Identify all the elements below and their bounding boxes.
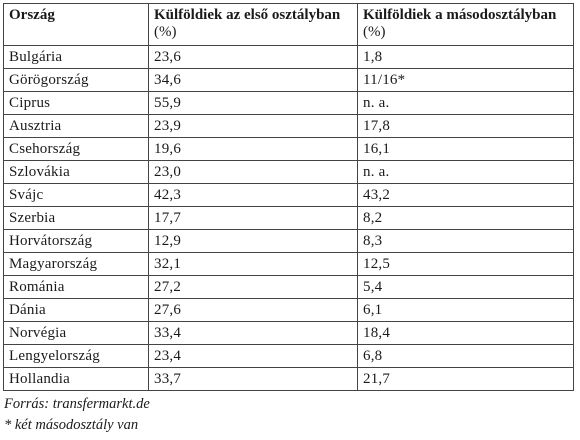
first-division-cell: 23,4 bbox=[148, 344, 358, 368]
second-division-cell: 18,4 bbox=[357, 321, 574, 345]
table-row: Ausztria 23,9 17,8 bbox=[3, 114, 574, 138]
header-first-division: Külföldiek az első osztályban (%) bbox=[148, 3, 358, 46]
source-note: Forrás: transfermarkt.de bbox=[4, 396, 150, 412]
country-cell: Ausztria bbox=[3, 114, 149, 138]
header-first-division-unit: (%) bbox=[154, 24, 177, 40]
footnote: * két másodosztály van bbox=[4, 417, 139, 433]
table-row: Csehország 19,6 16,1 bbox=[3, 137, 574, 161]
first-division-cell: 27,2 bbox=[148, 275, 358, 299]
second-division-cell: 8,3 bbox=[357, 229, 574, 253]
first-division-cell: 33,7 bbox=[148, 367, 358, 391]
country-cell: Hollandia bbox=[3, 367, 149, 391]
second-division-cell: 12,5 bbox=[357, 252, 574, 276]
table-row: Dánia 27,6 6,1 bbox=[3, 298, 574, 322]
header-second-division: Külföldiek a másodosztályban (%) bbox=[357, 3, 574, 46]
country-cell: Svájc bbox=[3, 183, 149, 207]
table-body: Bulgária 23,6 1,8 Görögország 34,6 11/16* Cipr… bbox=[3, 45, 574, 391]
second-division-cell: 5,4 bbox=[357, 275, 574, 299]
second-division-cell: n. a. bbox=[357, 91, 574, 115]
table-row: Horvátország 12,9 8,3 bbox=[3, 229, 574, 253]
country-cell: Románia bbox=[3, 275, 149, 299]
first-division-cell: 32,1 bbox=[148, 252, 358, 276]
first-division-cell: 12,9 bbox=[148, 229, 358, 253]
table-row: Norvégia 33,4 18,4 bbox=[3, 321, 574, 345]
country-cell: Bulgária bbox=[3, 45, 149, 69]
country-cell: Dánia bbox=[3, 298, 149, 322]
header-country: Ország bbox=[3, 3, 149, 46]
second-division-cell: 6,8 bbox=[357, 344, 574, 368]
header-second-division-label: Külföldiek a másodosztályban bbox=[363, 7, 557, 23]
table-header-row: Ország Külföldiek az első osztályban (%)… bbox=[3, 3, 574, 46]
first-division-cell: 23,6 bbox=[148, 45, 358, 69]
second-division-cell: 17,8 bbox=[357, 114, 574, 138]
first-division-cell: 55,9 bbox=[148, 91, 358, 115]
header-country-label: Ország bbox=[9, 7, 55, 23]
table-row: Szlovákia 23,0 n. a. bbox=[3, 160, 574, 184]
first-division-cell: 17,7 bbox=[148, 206, 358, 230]
table-row: Svájc 42,3 43,2 bbox=[3, 183, 574, 207]
country-cell: Ciprus bbox=[3, 91, 149, 115]
first-division-cell: 42,3 bbox=[148, 183, 358, 207]
foreign-players-table: Ország Külföldiek az első osztályban (%)… bbox=[3, 3, 574, 391]
second-division-cell: 43,2 bbox=[357, 183, 574, 207]
country-cell: Görögország bbox=[3, 68, 149, 92]
first-division-cell: 34,6 bbox=[148, 68, 358, 92]
header-second-division-unit: (%) bbox=[363, 24, 386, 40]
country-cell: Szerbia bbox=[3, 206, 149, 230]
table-notes: Forrás: transfermarkt.de * két másodoszt… bbox=[3, 394, 573, 436]
country-cell: Csehország bbox=[3, 137, 149, 161]
first-division-cell: 27,6 bbox=[148, 298, 358, 322]
first-division-cell: 23,0 bbox=[148, 160, 358, 184]
country-cell: Lengyelország bbox=[3, 344, 149, 368]
country-cell: Norvégia bbox=[3, 321, 149, 345]
country-cell: Magyarország bbox=[3, 252, 149, 276]
second-division-cell: 21,7 bbox=[357, 367, 574, 391]
table-row: Magyarország 32,1 12,5 bbox=[3, 252, 574, 276]
first-division-cell: 19,6 bbox=[148, 137, 358, 161]
table-row: Lengyelország 23,4 6,8 bbox=[3, 344, 574, 368]
country-cell: Horvátország bbox=[3, 229, 149, 253]
table-row: Szerbia 17,7 8,2 bbox=[3, 206, 574, 230]
second-division-cell: 16,1 bbox=[357, 137, 574, 161]
first-division-cell: 23,9 bbox=[148, 114, 358, 138]
table-row: Hollandia 33,7 21,7 bbox=[3, 367, 574, 391]
second-division-cell: 8,2 bbox=[357, 206, 574, 230]
table-row: Ciprus 55,9 n. a. bbox=[3, 91, 574, 115]
country-cell: Szlovákia bbox=[3, 160, 149, 184]
table-row: Románia 27,2 5,4 bbox=[3, 275, 574, 299]
second-division-cell: 1,8 bbox=[357, 45, 574, 69]
header-first-division-label: Külföldiek az első osztályban bbox=[154, 7, 341, 23]
document-page: Ország Külföldiek az első osztályban (%)… bbox=[3, 3, 574, 436]
table-row: Bulgária 23,6 1,8 bbox=[3, 45, 574, 69]
first-division-cell: 33,4 bbox=[148, 321, 358, 345]
second-division-cell: n. a. bbox=[357, 160, 574, 184]
table-row: Görögország 34,6 11/16* bbox=[3, 68, 574, 92]
second-division-cell: 11/16* bbox=[357, 68, 574, 92]
second-division-cell: 6,1 bbox=[357, 298, 574, 322]
